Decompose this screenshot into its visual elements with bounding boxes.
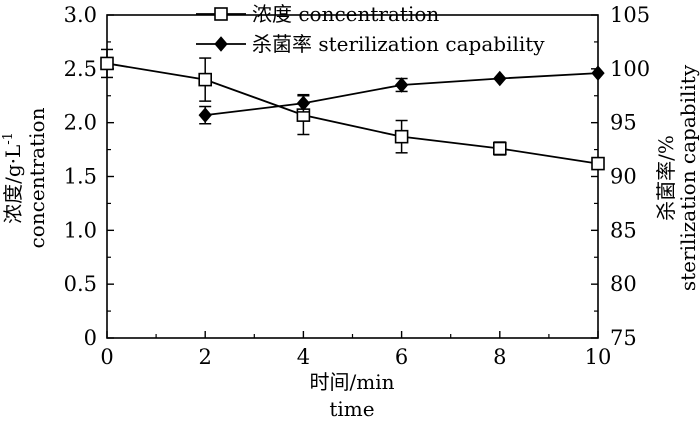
- data-point: [492, 141, 507, 156]
- legend: 浓度 concentration 杀菌率 sterilization capabi…: [196, 2, 545, 56]
- left-tick-label: 2.5: [64, 57, 97, 81]
- legend-label: 浓度 concentration: [252, 2, 439, 26]
- x-axis-subtitle: time: [329, 397, 374, 421]
- x-axis-title: 时间/min: [310, 370, 395, 394]
- legend-marker: [214, 36, 228, 52]
- right-tick-label: 85: [610, 218, 637, 242]
- series-1: [100, 48, 605, 171]
- data-point: [296, 95, 311, 112]
- legend-item: 杀菌率 sterilization capability: [196, 32, 545, 56]
- legend-label: 杀菌率 sterilization capability: [252, 32, 545, 56]
- left-tick-label: 0.5: [64, 272, 97, 296]
- right-tick-label: 105: [610, 3, 650, 27]
- data-point: [591, 65, 605, 81]
- right-axis-title: 杀菌率/%: [654, 135, 678, 221]
- data-point: [100, 56, 114, 71]
- x-tick-label: 8: [493, 345, 506, 369]
- data-point: [198, 72, 212, 87]
- x-tick-label: 6: [395, 345, 408, 369]
- data-point: [493, 70, 507, 87]
- series-2: [198, 65, 605, 125]
- x-tick-label: 2: [199, 345, 212, 369]
- x-tick-label: 10: [585, 345, 612, 369]
- data-point: [198, 107, 212, 123]
- left-axis-title-superscript: -1: [1, 132, 16, 145]
- left-axis-title: 浓度/g·L-1: [1, 132, 25, 224]
- axes: 0 2 4 6 8 1000.51.01.52.02.53.075808590951001…: [64, 3, 651, 369]
- series-layer: [100, 48, 605, 171]
- right-axis-subtitle: sterilization capability: [676, 64, 700, 291]
- right-tick-label: 75: [610, 326, 637, 350]
- x-tick-label: 0: [100, 345, 113, 369]
- x-tick-label: 4: [297, 345, 310, 369]
- left-tick-label: 2.0: [64, 111, 97, 135]
- left-tick-label: 1.5: [64, 165, 97, 189]
- right-tick-label: 90: [610, 165, 637, 189]
- left-tick-label: 0: [84, 326, 97, 350]
- legend-marker: [214, 7, 228, 21]
- left-tick-label: 1.0: [64, 218, 97, 242]
- plot-frame: [106, 14, 599, 339]
- left-axis-subtitle: concentration: [25, 107, 49, 248]
- axis-titles: 时间/min time 浓度/g·L-1 concentration 杀菌率/%ster…: [1, 64, 700, 421]
- data-point: [591, 156, 605, 171]
- right-tick-label: 80: [610, 272, 637, 296]
- legend-item: 浓度 concentration: [196, 2, 439, 26]
- right-tick-label: 100: [610, 57, 650, 81]
- series-line: [106, 62, 599, 165]
- left-tick-label: 3.0: [64, 3, 97, 27]
- data-point: [394, 77, 409, 93]
- right-tick-label: 95: [610, 111, 637, 135]
- data-point: [394, 129, 409, 144]
